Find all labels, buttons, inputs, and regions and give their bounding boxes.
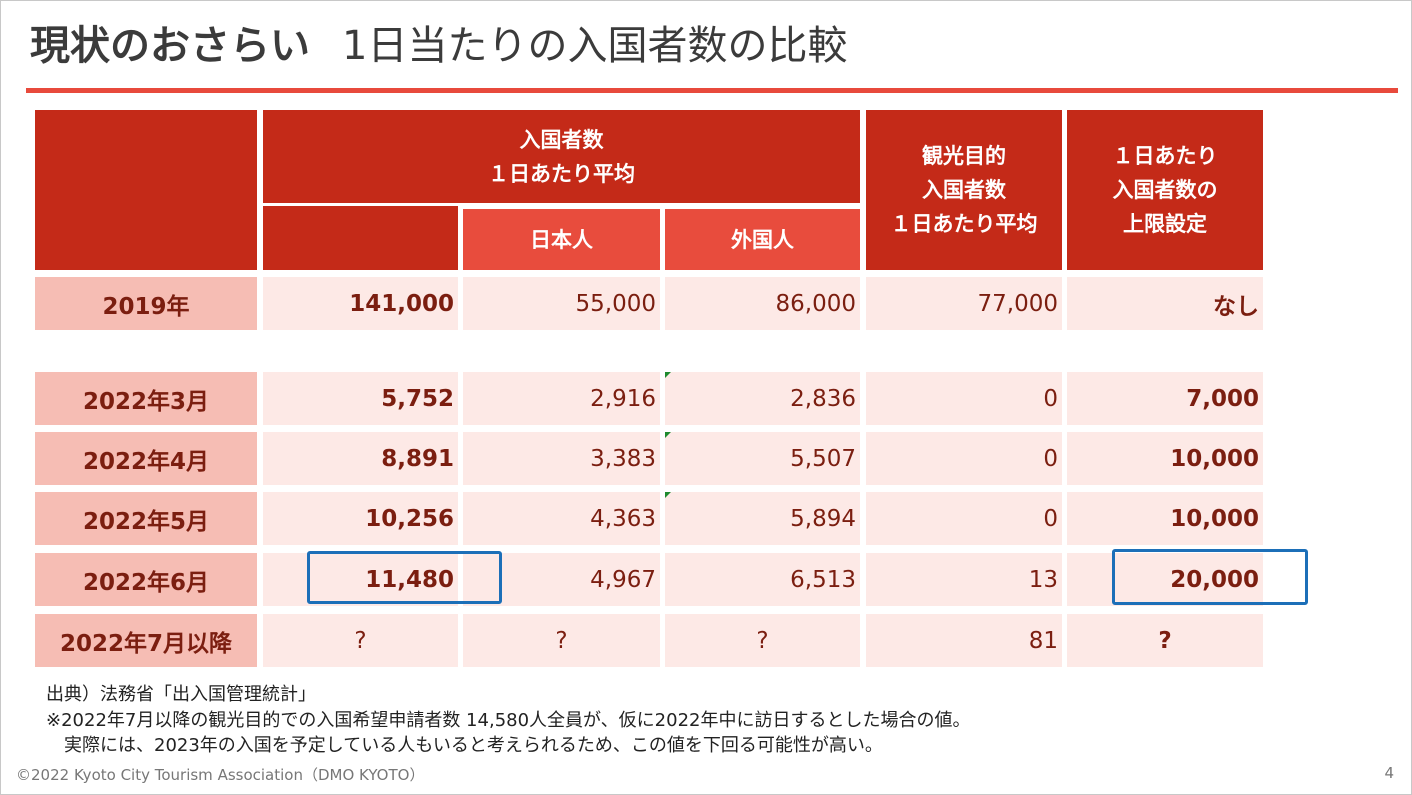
cell-tourism: 81 xyxy=(866,614,1062,667)
title-underline xyxy=(26,88,1398,93)
row-label: 2022年3月 xyxy=(35,372,257,425)
cell-total: ? xyxy=(263,614,458,667)
header-japanese: 日本人 xyxy=(463,209,660,270)
cell-japanese: 3,383 xyxy=(463,432,660,485)
footnote-2: 実際には、2023年の入国を予定している人もいると考えられるため、この値を下回る… xyxy=(46,735,883,756)
comment-marker xyxy=(665,432,671,438)
row-label: 2022年4月 xyxy=(35,432,257,485)
cell-cap: なし xyxy=(1067,277,1263,330)
title-main: 現状のおさらい xyxy=(30,23,310,69)
footnote-1: ※2022年7月以降の観光目的での入国希望申請者数 14,580人全員が、仮に2… xyxy=(46,710,971,731)
cell-foreign: 5,894 xyxy=(665,492,860,545)
cell-total: 5,752 xyxy=(263,372,458,425)
page-number: 4 xyxy=(1384,764,1394,782)
cell-tourism: 77,000 xyxy=(866,277,1062,330)
header-foreign: 外国人 xyxy=(665,209,860,270)
cell-cap: 7,000 xyxy=(1067,372,1263,425)
source-note: 出典）法務省「出入国管理統計」 xyxy=(46,684,316,705)
cell-total: 8,891 xyxy=(263,432,458,485)
row-label: 2019年 xyxy=(35,277,257,330)
cell-tourism: 0 xyxy=(866,492,1062,545)
row-label: 2022年5月 xyxy=(35,492,257,545)
cell-foreign: ? xyxy=(665,614,860,667)
comment-marker xyxy=(665,372,671,378)
cell-japanese: ? xyxy=(463,614,660,667)
cell-cap: 20,000 xyxy=(1067,553,1263,606)
cell-total: 141,000 xyxy=(263,277,458,330)
cell-tourism: 0 xyxy=(866,372,1062,425)
cell-cap: 10,000 xyxy=(1067,492,1263,545)
header-tourism: 観光目的 入国者数 １日あたり平均 xyxy=(866,110,1062,270)
row-label: 2022年7月以降 xyxy=(35,614,257,667)
slide-title: 現状のおさらい 1日当たりの入国者数の比較 xyxy=(30,20,847,72)
comment-marker xyxy=(665,492,671,498)
cell-foreign: 5,507 xyxy=(665,432,860,485)
cell-foreign: 86,000 xyxy=(665,277,860,330)
highlight-box-cap-june xyxy=(1112,549,1308,605)
cell-cap: ? xyxy=(1067,614,1263,667)
copyright-footer: ©2022 Kyoto City Tourism Association（DMO… xyxy=(16,766,425,784)
title-sub: 1日当たりの入国者数の比較 xyxy=(342,23,848,69)
cell-tourism: 0 xyxy=(866,432,1062,485)
cell-japanese: 4,363 xyxy=(463,492,660,545)
header-corner xyxy=(35,110,257,270)
cell-foreign: 2,836 xyxy=(665,372,860,425)
cell-tourism: 13 xyxy=(866,553,1062,606)
header-arrivals: 入国者数 １日あたり平均 xyxy=(263,110,860,203)
row-label: 2022年6月 xyxy=(35,553,257,606)
highlight-box-total-june xyxy=(307,551,502,604)
cell-total: 11,480 xyxy=(263,553,458,606)
header-cap: １日あたり 入国者数の 上限設定 xyxy=(1067,110,1263,270)
cell-cap: 10,000 xyxy=(1067,432,1263,485)
cell-japanese: 4,967 xyxy=(463,553,660,606)
cell-foreign: 6,513 xyxy=(665,553,860,606)
header-empty-total xyxy=(263,206,458,270)
cell-total: 10,256 xyxy=(263,492,458,545)
cell-japanese: 55,000 xyxy=(463,277,660,330)
cell-japanese: 2,916 xyxy=(463,372,660,425)
